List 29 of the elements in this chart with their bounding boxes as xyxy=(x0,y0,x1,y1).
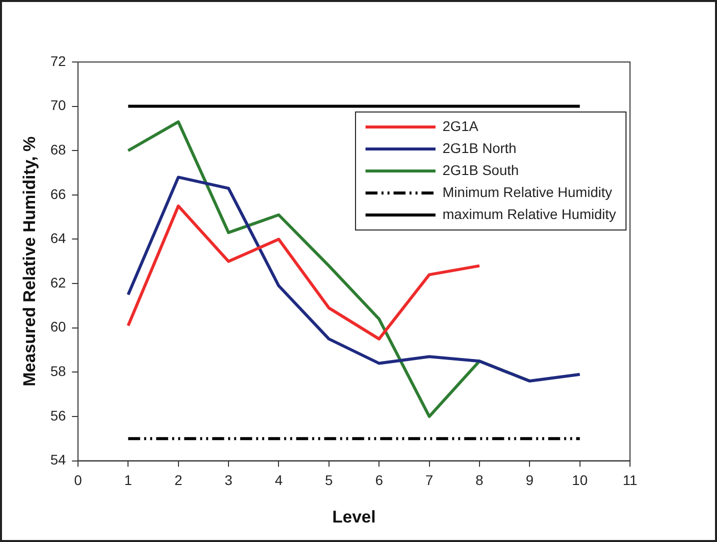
x-tick-label: 7 xyxy=(425,472,434,488)
x-tick-label: 1 xyxy=(124,472,132,488)
y-tick-label: 58 xyxy=(50,363,66,380)
legend-label: maximum Relative Humidity xyxy=(442,206,616,222)
y-tick-label: 72 xyxy=(50,52,66,69)
x-tick-label: 5 xyxy=(324,472,333,488)
x-tick-label: 4 xyxy=(274,472,283,488)
x-tick-label: 3 xyxy=(224,472,233,488)
y-axis-title: Measured Relative Humidity, % xyxy=(20,136,39,386)
legend-label: Minimum Relative Humidity xyxy=(442,184,612,200)
x-tick-label: 9 xyxy=(526,472,534,488)
y-tick-label: 64 xyxy=(50,230,66,246)
x-tick-label: 0 xyxy=(74,472,82,488)
y-tick-label: 56 xyxy=(50,407,66,424)
x-tick-label: 11 xyxy=(622,472,638,488)
legend-label: 2G1B North xyxy=(442,140,516,156)
y-tick-label: 62 xyxy=(50,274,66,290)
x-tick-label: 8 xyxy=(476,472,484,488)
x-tick-label: 6 xyxy=(375,472,384,488)
x-axis-title: Level xyxy=(332,507,376,526)
x-tick-label: 2 xyxy=(174,472,182,488)
y-tick-label: 54 xyxy=(50,452,66,468)
legend-label: 2G1B South xyxy=(442,162,519,178)
y-tick-label: 68 xyxy=(50,141,66,158)
y-tick-label: 60 xyxy=(50,318,66,335)
x-tick-label: 10 xyxy=(572,472,588,488)
y-tick-label: 66 xyxy=(50,186,66,202)
legend-label: 2G1A xyxy=(442,118,479,134)
y-tick-label: 70 xyxy=(50,97,66,114)
